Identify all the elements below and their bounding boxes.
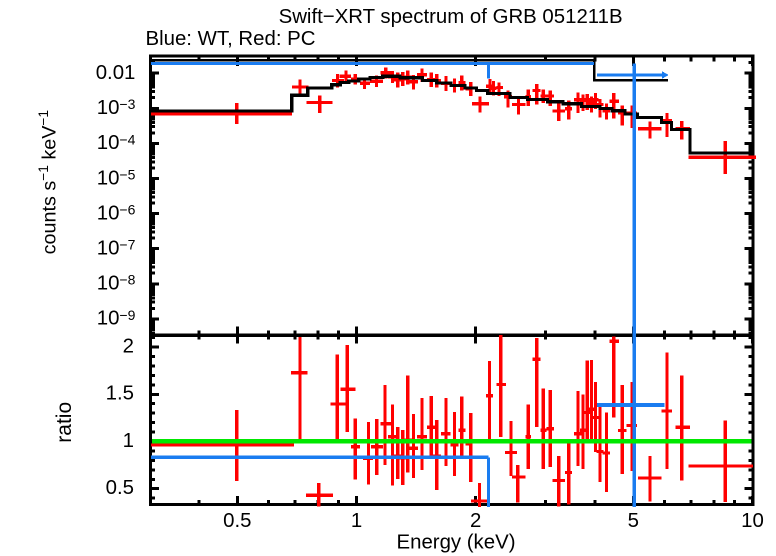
- svg-text:2: 2: [123, 335, 134, 357]
- svg-text:Blue: WT, Red: PC: Blue: WT, Red: PC: [146, 28, 316, 50]
- svg-text:counts s−1 keV−1: counts s−1 keV−1: [36, 110, 61, 254]
- svg-text:1: 1: [123, 430, 134, 452]
- svg-text:1: 1: [351, 510, 362, 532]
- svg-text:Energy (keV): Energy (keV): [397, 532, 516, 554]
- svg-text:ratio: ratio: [53, 402, 76, 443]
- svg-text:2: 2: [470, 510, 481, 532]
- svg-text:10: 10: [741, 510, 764, 532]
- svg-text:5: 5: [628, 510, 639, 532]
- svg-text:1.5: 1.5: [106, 383, 134, 405]
- svg-text:0.5: 0.5: [106, 477, 134, 499]
- svg-text:0.5: 0.5: [223, 510, 251, 532]
- svg-text:Swift−XRT spectrum of GRB 0512: Swift−XRT spectrum of GRB 051211B: [279, 6, 623, 28]
- svg-text:0.01: 0.01: [96, 62, 136, 84]
